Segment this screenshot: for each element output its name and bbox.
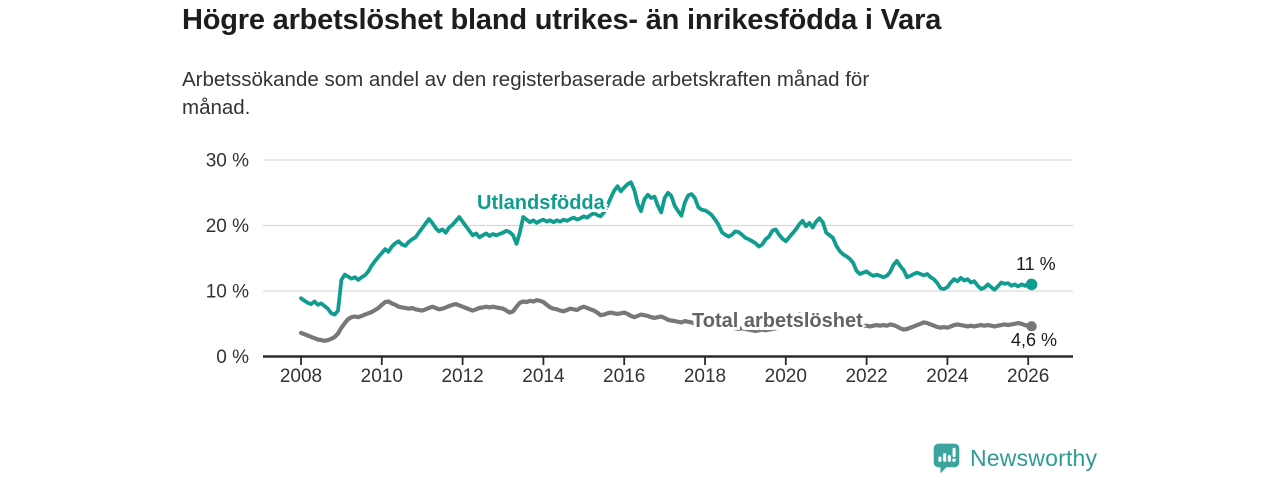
- page-title: Högre arbetslöshet bland utrikes- än inr…: [182, 4, 942, 36]
- x-tick-label: 2010: [361, 366, 403, 387]
- x-tick-label: 2022: [845, 366, 887, 387]
- speech-bubble-shape: [933, 443, 960, 474]
- series-label-total-unemployment: Total arbetslöshet: [692, 310, 863, 332]
- y-tick-label: 20 %: [206, 216, 249, 237]
- y-tick-label: 10 %: [206, 282, 249, 303]
- series-line-total: [298, 298, 1034, 343]
- x-tick-label: 2018: [684, 366, 726, 387]
- x-tick-label: 2014: [522, 366, 565, 387]
- x-tick-label: 2024: [926, 366, 969, 387]
- x-tick-label: 2026: [1007, 366, 1049, 387]
- x-tick-label: 2016: [603, 366, 645, 387]
- brand-name: Newsworthy: [970, 445, 1098, 471]
- end-value-foreign-born: 11 %: [1016, 254, 1056, 274]
- bar-chart-speech-bubble-icon: [933, 443, 960, 474]
- x-tick-label: 2008: [280, 366, 322, 387]
- y-tick-label: 30 %: [206, 151, 249, 172]
- newsworthy-logo[interactable]: Newsworthy: [933, 443, 1097, 474]
- series-line-foreign-born: [299, 180, 1034, 317]
- x-tick-label: 2020: [765, 366, 807, 387]
- series-end-dot-total: [1026, 321, 1037, 332]
- y-tick-label: 0 %: [216, 347, 249, 368]
- x-tick-label: 2012: [441, 366, 483, 387]
- series-end-dot-foreign-born: [1025, 278, 1038, 291]
- end-value-total-unemployment: 4,6 %: [1011, 330, 1058, 350]
- page-subtitle: Arbetssökande som andel av den registerb…: [182, 68, 870, 120]
- series-label-foreign-born: Utlandsfödda: [477, 192, 605, 214]
